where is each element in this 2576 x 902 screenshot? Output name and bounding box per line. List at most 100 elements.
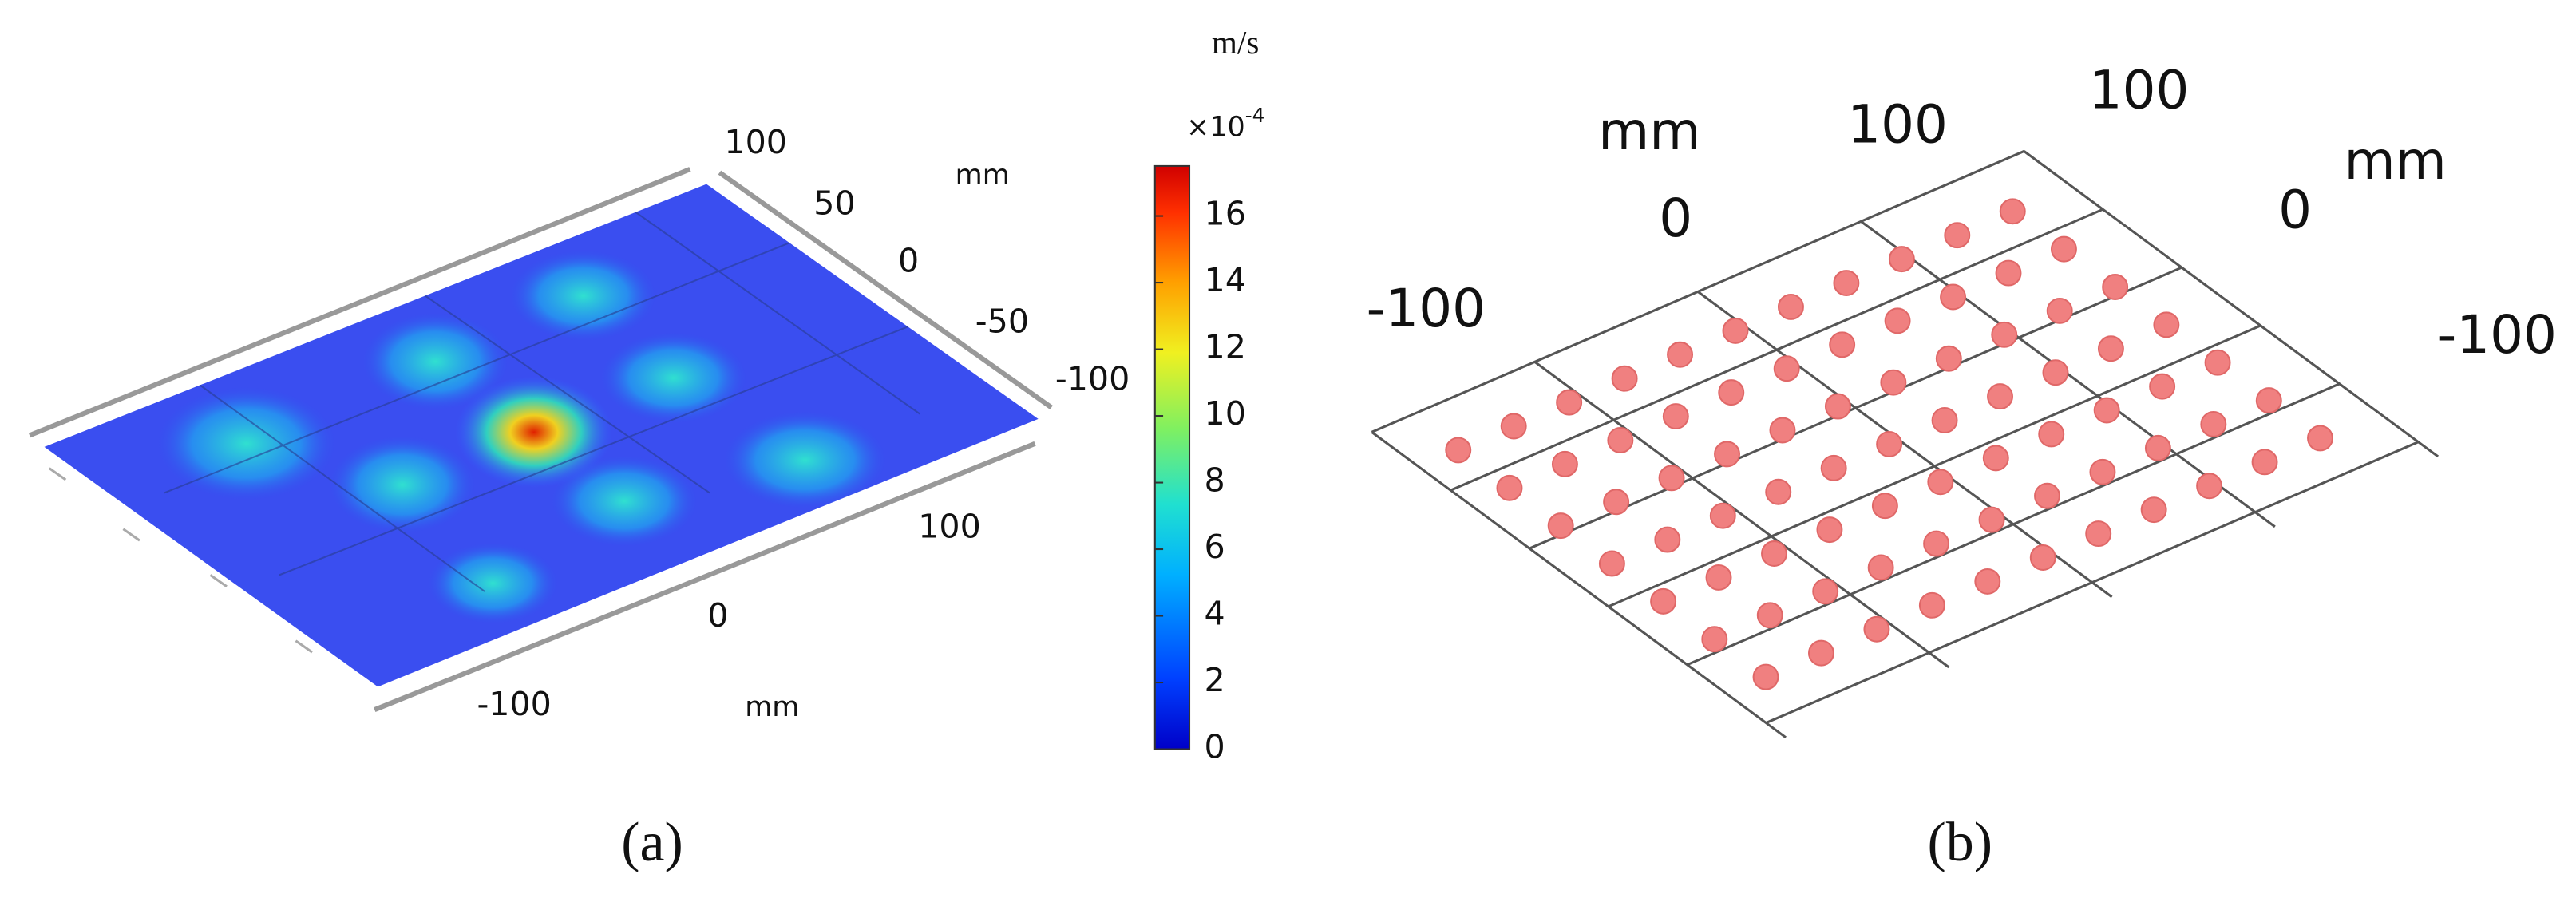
multiplier-base: ×10 [1186, 112, 1245, 144]
grid-line [1533, 361, 1950, 669]
grid-line [1608, 324, 2261, 608]
colorbar-tick-label: 12 [1205, 328, 1246, 366]
sensor-point [1931, 407, 1958, 433]
sensor-point [2200, 411, 2227, 437]
sensor-point [1829, 331, 1856, 358]
x-axis-unit: mm [745, 691, 799, 723]
left-tick-label: 100 [1847, 94, 1948, 156]
y-axis-unit: mm [956, 159, 1010, 191]
sensor-point [1667, 341, 1694, 368]
right-tick-label: 100 [2089, 59, 2190, 121]
sensor-point [1556, 389, 1583, 416]
left-tick-label: -100 [1367, 278, 1486, 339]
colorbar-tick-label: 16 [1205, 195, 1246, 233]
sensor-point [1654, 526, 1681, 553]
points [1445, 198, 2333, 690]
grid-line [1529, 266, 2182, 550]
sensor-point [1765, 478, 1792, 505]
sensor-point [1987, 383, 2013, 410]
sensor-point [1871, 493, 1898, 520]
y-tick-label: -100 [1055, 360, 1130, 398]
colorbar-tick-label: 0 [1205, 728, 1225, 766]
sensor-point [1761, 540, 1787, 567]
sensor-point [1547, 512, 1574, 540]
sensor-point [1816, 516, 1843, 544]
sensor-point [2102, 274, 2129, 300]
colorbar-tick-label: 6 [1205, 528, 1225, 566]
sensor-point [1611, 365, 1638, 392]
sensor-point [1812, 578, 1839, 605]
sensor-point [2153, 311, 2180, 338]
sensor-point [1880, 369, 1907, 396]
sensor-point [1777, 293, 1804, 320]
sensor-point [1824, 393, 1851, 420]
sensor-point [2034, 482, 2060, 509]
sensor-point [1500, 413, 1527, 440]
sensor-point [2085, 520, 2112, 548]
sensor-point [1999, 198, 2026, 225]
sensor-point [1995, 259, 2022, 287]
sensor-point [2204, 349, 2231, 376]
sensor-point [1603, 489, 1630, 516]
sensor-point [1927, 469, 1954, 496]
sensor-point [1876, 430, 1903, 457]
sensor-point [2307, 425, 2333, 452]
left-axis-unit: mm [1598, 101, 1700, 162]
tick-marks [48, 467, 313, 654]
grid-line [1371, 431, 1787, 739]
right-tick-label: -100 [2437, 304, 2556, 366]
colorbar-tick-label: 4 [1205, 595, 1225, 633]
sensor-point [2089, 458, 2116, 485]
sensor-point [2042, 359, 2069, 386]
sensor-point [2255, 387, 2282, 414]
right-tick-label: 0 [2278, 180, 2312, 241]
x-tick-label: 0 [707, 596, 728, 635]
sensor-point [1940, 283, 1967, 311]
multiplier: ×10-4 [1186, 104, 1264, 143]
field [65, 184, 945, 625]
sensor-point [2097, 335, 2124, 362]
sensor-point [1701, 626, 1728, 653]
sensor-point [1884, 307, 1911, 334]
sensor-point [1496, 474, 1523, 501]
x-tick-label: 100 [918, 508, 981, 546]
sensor-point [1756, 602, 1783, 629]
sensor-point [2196, 473, 2223, 500]
colorbar-tick-label: 8 [1205, 461, 1225, 500]
colorbar-tick-label: 10 [1205, 394, 1246, 433]
sensor-point [1551, 450, 1578, 477]
sensor-point [1935, 345, 1962, 372]
grid-line [1686, 382, 2341, 667]
sensor-point [1650, 587, 1677, 615]
sensor-point [1709, 502, 1736, 529]
sensor-point [1974, 568, 2001, 595]
grid-line [1450, 208, 2103, 492]
sensor-point [1944, 222, 1971, 249]
colorbar [1153, 164, 1191, 750]
sensor-point [1722, 317, 1749, 344]
sensor-point [1923, 530, 1950, 557]
sensor-point [1598, 550, 1625, 577]
panel-label: (a) [621, 812, 683, 873]
sensor-point [1607, 426, 1634, 453]
sensor-point [2050, 235, 2077, 263]
sensor-point [2144, 434, 2171, 461]
x-tick-label: -100 [477, 685, 551, 723]
sensor-point [1662, 403, 1689, 430]
sensor-point [1991, 321, 2018, 348]
sensor-point [1820, 454, 1847, 481]
sensor-point [1982, 445, 2009, 472]
sensor-point [2046, 297, 2073, 324]
sensor-point [1833, 270, 1860, 296]
unit: m/s [1212, 24, 1259, 61]
sensor-point [1769, 417, 1796, 444]
y-tick-label: 50 [813, 184, 855, 222]
sensor-point [1718, 379, 1745, 406]
sensor-point [1863, 615, 1890, 643]
axis-frame [28, 167, 1053, 713]
grid-line [2023, 150, 2439, 458]
sensor-point [1705, 564, 1732, 591]
grid-line [1371, 149, 2025, 433]
